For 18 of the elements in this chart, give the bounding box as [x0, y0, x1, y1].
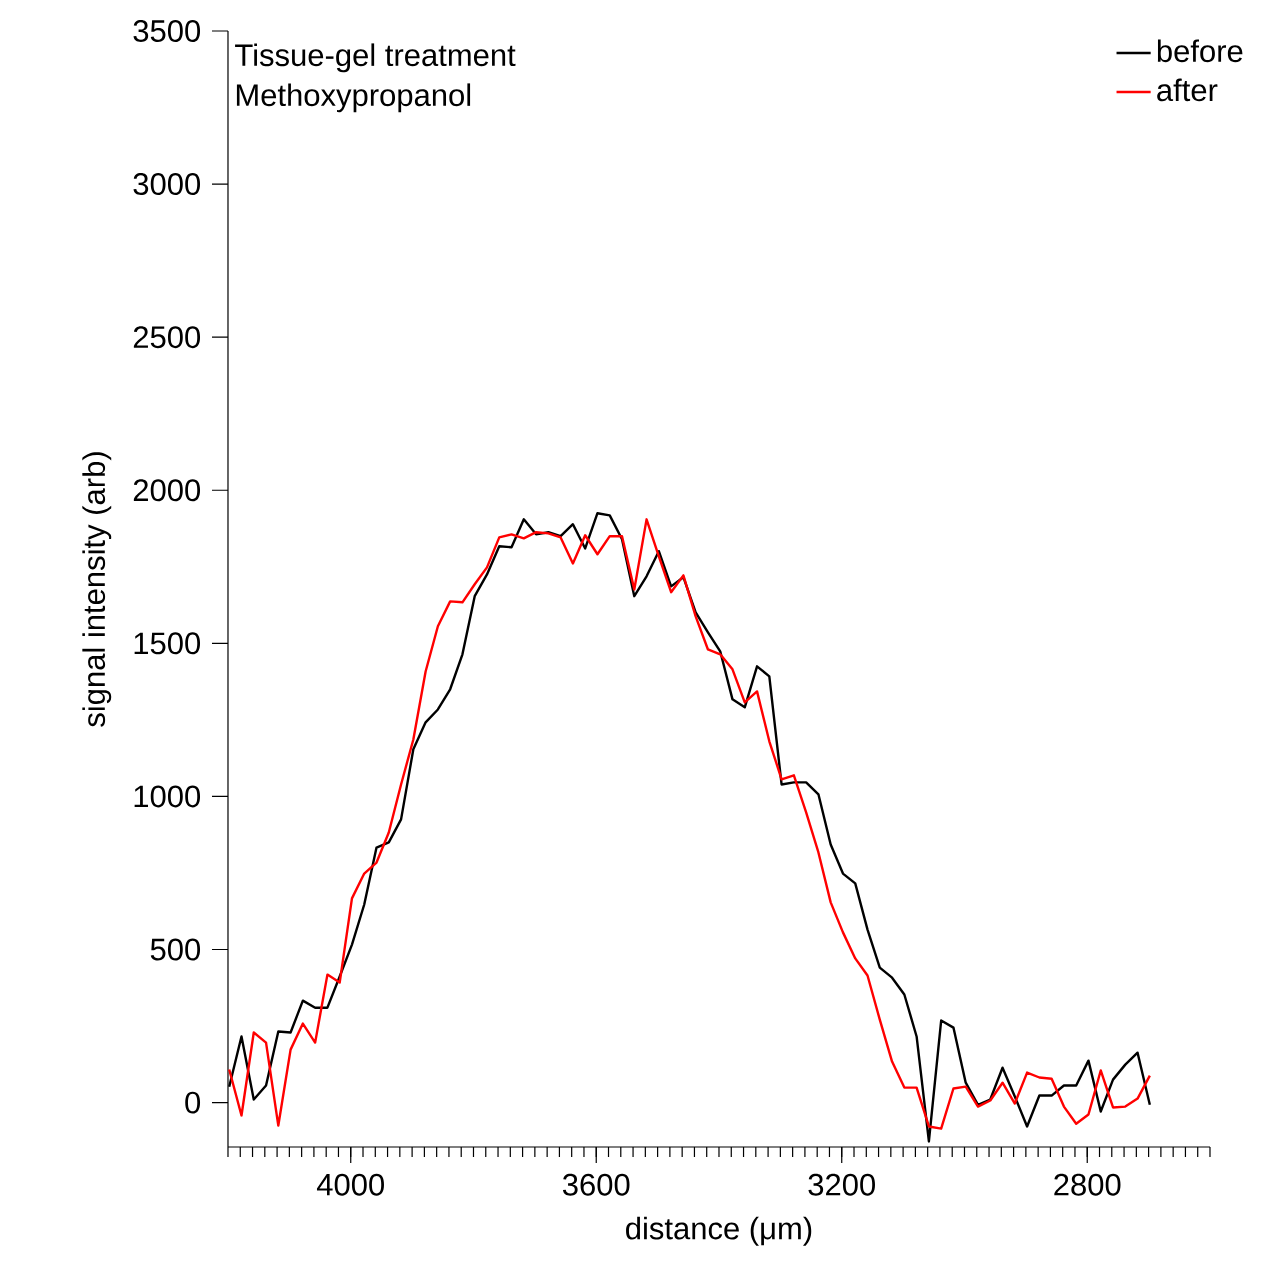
- y-tick-label: 0: [185, 1091, 201, 1114]
- y-tick-label: 500: [150, 938, 201, 961]
- x-axis-title: distance (μm): [626, 1216, 812, 1246]
- x-tick-label: 2800: [1054, 1173, 1121, 1196]
- y-axis-title: signal intensity (arb): [82, 452, 112, 727]
- text: Methoxypropanol: [236, 83, 471, 113]
- y-tick-label: 3000: [133, 173, 201, 196]
- y-tick-label: 2500: [133, 326, 201, 349]
- chart-title: Tissue-gel treatment: [235, 43, 516, 73]
- x-tick-label: 3200: [808, 1173, 875, 1196]
- y-tick-label: 1500: [134, 632, 201, 655]
- y-tick-label: 2000: [133, 479, 201, 502]
- y-tick-label: 1000: [134, 785, 201, 808]
- x-tick-label: 4000: [316, 1173, 384, 1196]
- legend-label: before: [1157, 39, 1243, 63]
- legend-label: after: [1157, 78, 1218, 102]
- y-tick-label: 3500: [133, 20, 201, 42]
- x-tick-label: 3600: [562, 1173, 630, 1196]
